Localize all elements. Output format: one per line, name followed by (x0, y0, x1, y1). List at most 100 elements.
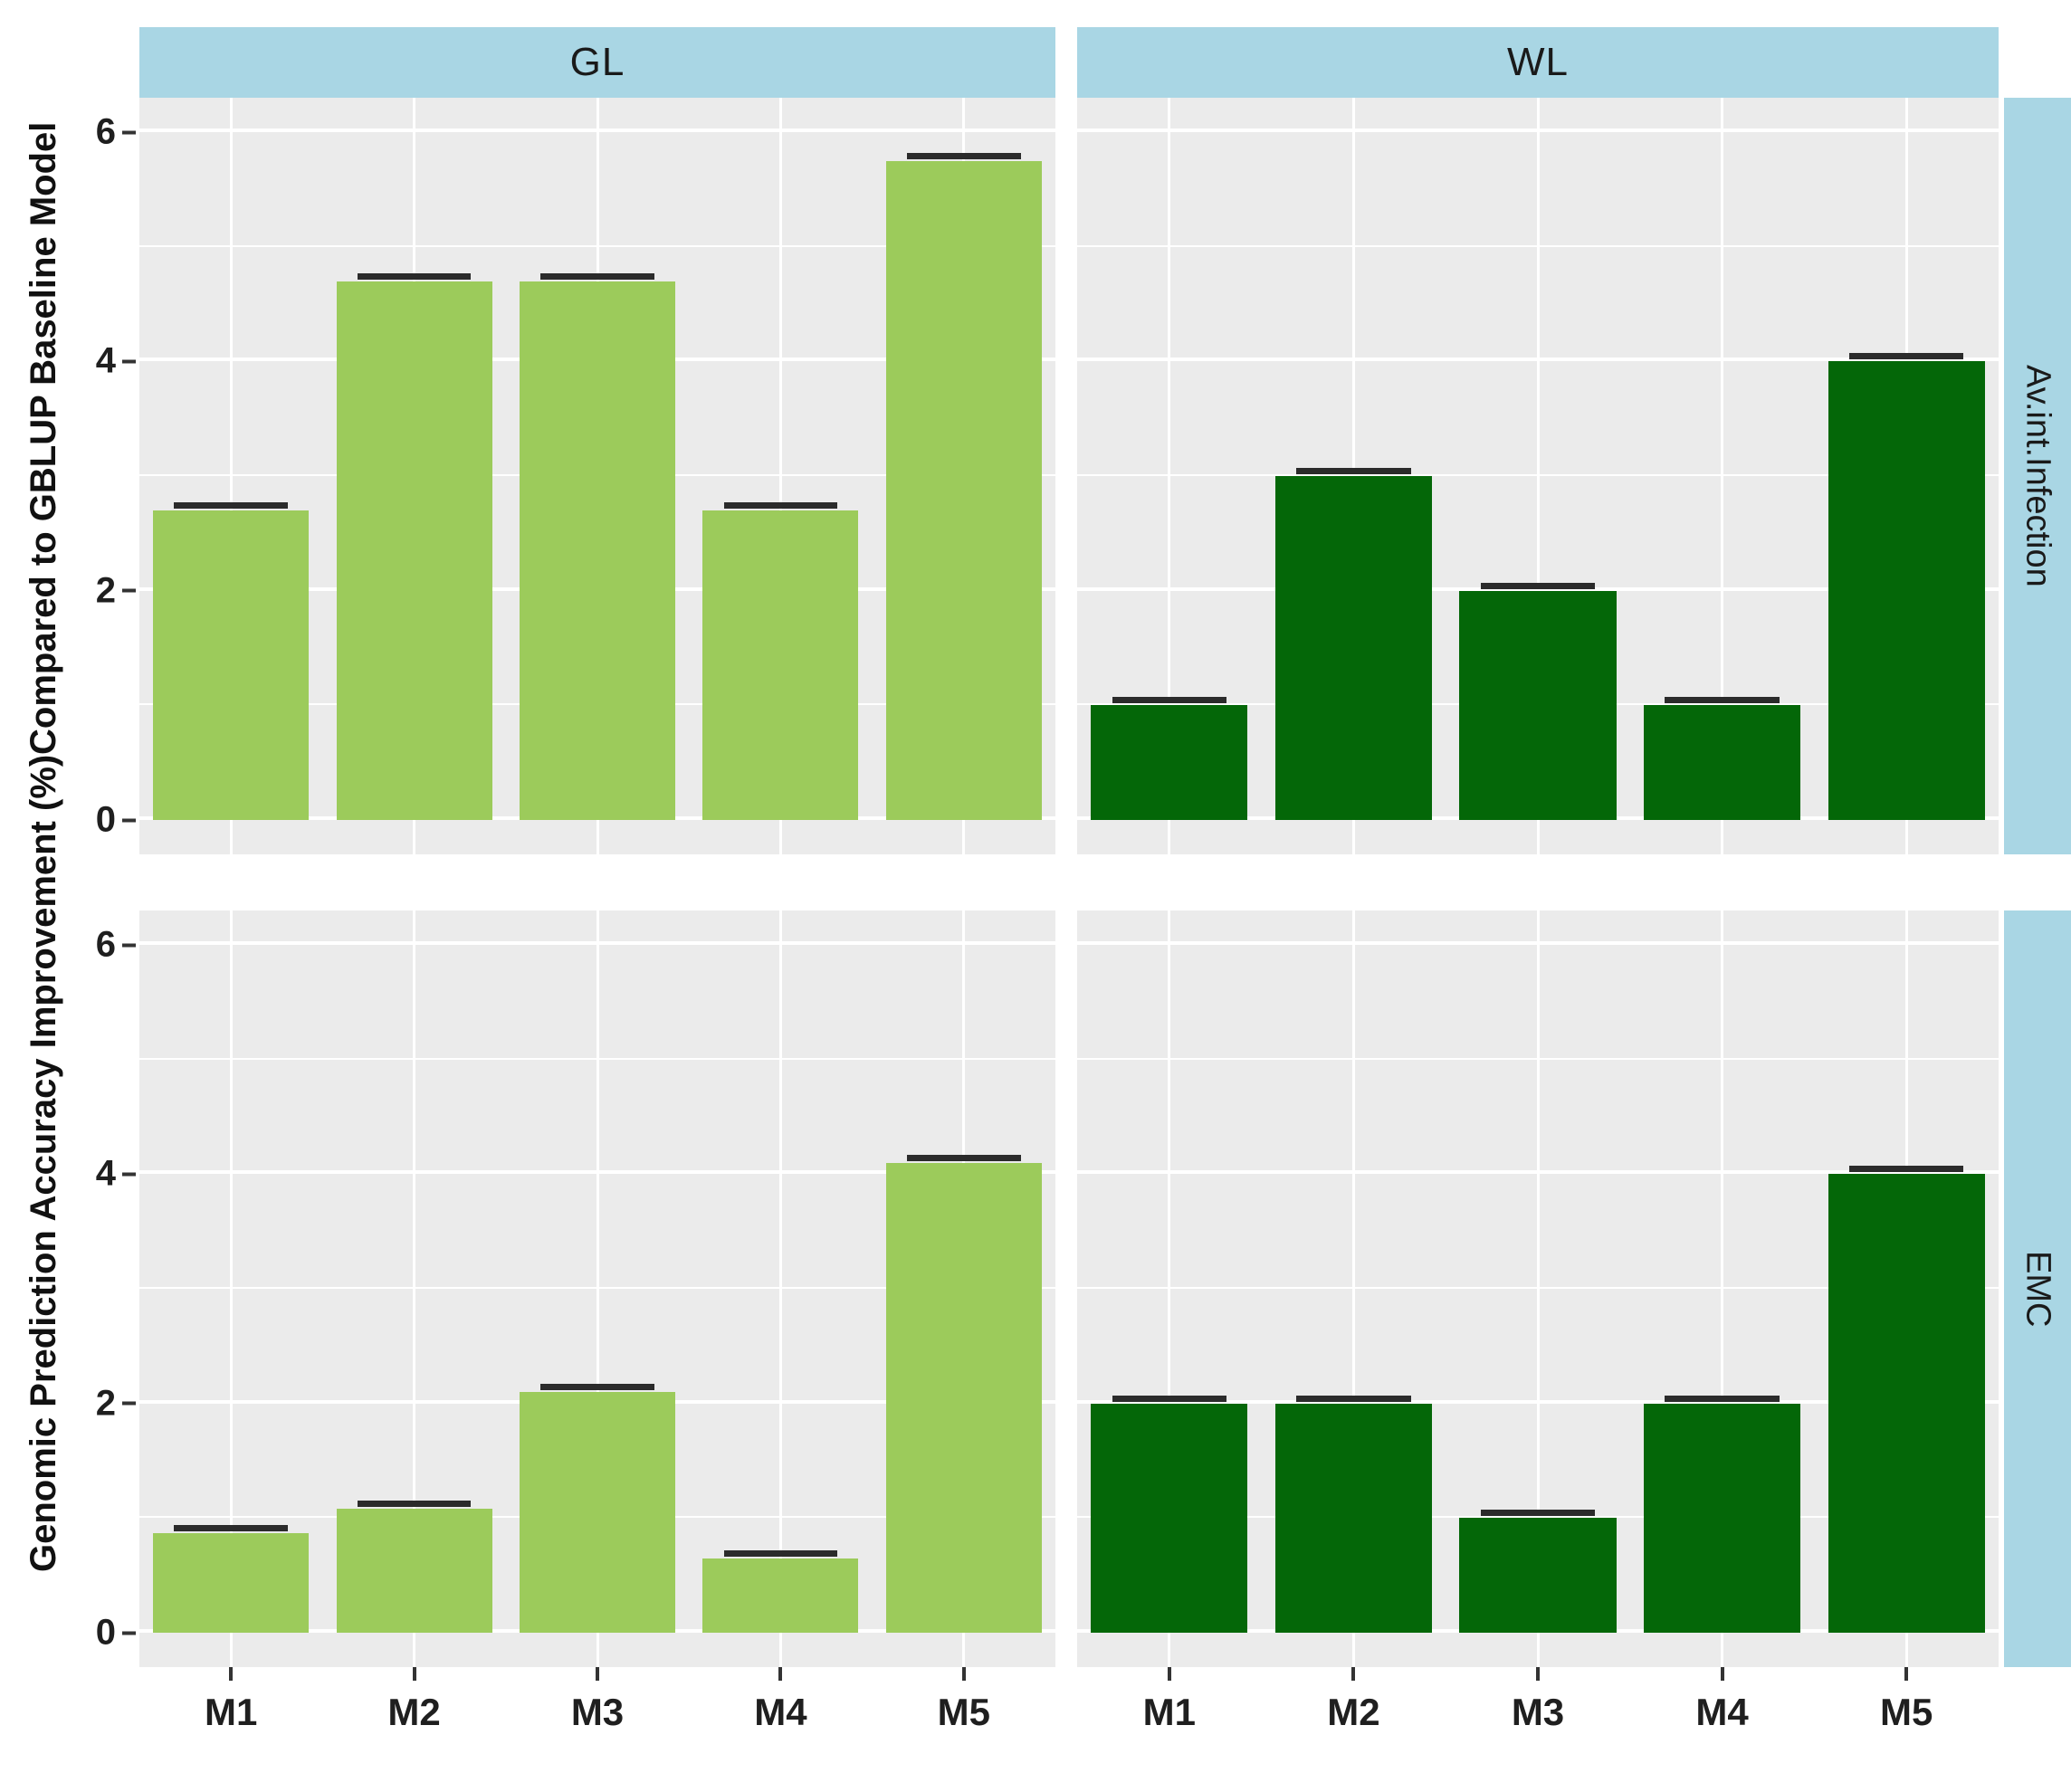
error-bar-WL-Av.int.Infection-M5 (1849, 353, 1964, 360)
y-tick-0: 0 (96, 1613, 136, 1654)
x-tick-mark-M5 (961, 1667, 966, 1681)
bar-WL-EMC-M5 (1828, 1174, 1985, 1633)
error-bar-GL-Av.int.Infection-M3 (540, 272, 654, 280)
y-tick-label: 6 (95, 111, 116, 152)
bar-WL-Av.int.Infection-M2 (1274, 476, 1432, 820)
y-axis-bottom-row: 0 2 4 6 (87, 910, 139, 1667)
x-tick-mark-M1 (229, 1667, 234, 1681)
facet-panel-wl-avintinfection (1077, 98, 1999, 854)
y-tick-6: 6 (96, 925, 136, 966)
y-tick-mark (122, 818, 136, 822)
y-tick-label: 4 (95, 1153, 116, 1194)
bar-WL-Av.int.Infection-M4 (1644, 705, 1801, 820)
bar-WL-EMC-M1 (1091, 1403, 1248, 1633)
facet-strip-emc: EMC (2004, 910, 2071, 1667)
x-tick-mark-M3 (596, 1667, 599, 1681)
facet-strip-avintinfection: Av.int.Infection (2004, 98, 2071, 854)
gridline-vertical-M1 (229, 910, 233, 1667)
x-tick-label-M2: M2 (1327, 1691, 1380, 1733)
bar-GL-Av.int.Infection-M5 (885, 160, 1042, 820)
y-tick-mark (122, 130, 136, 134)
error-bar-WL-Av.int.Infection-M1 (1112, 697, 1226, 704)
y-tick-mark (122, 1172, 136, 1177)
y-tick-mark (122, 588, 136, 593)
facet-strip-emc-label: EMC (2019, 1250, 2057, 1328)
error-bar-WL-EMC-M5 (1849, 1166, 1964, 1173)
y-tick-label: 2 (95, 570, 116, 611)
bar-GL-Av.int.Infection-M3 (519, 281, 675, 820)
error-bar-GL-EMC-M1 (174, 1524, 288, 1531)
bar-GL-EMC-M5 (885, 1162, 1042, 1633)
bar-GL-Av.int.Infection-M4 (702, 510, 859, 820)
x-tick-mark-M2 (1351, 1667, 1356, 1681)
gridline-vertical-M1 (229, 98, 233, 854)
x-tick-label-M1: M1 (1142, 1691, 1196, 1733)
facet-panel-gl-emc (139, 910, 1055, 1667)
facet-strip-avintinfection-label: Av.int.Infection (2019, 365, 2057, 587)
y-axis-title-line2: Compared to GBLUP Baseline Model (24, 121, 63, 756)
x-tick-label-M1: M1 (205, 1691, 258, 1733)
facet-header-wl: WL (1077, 27, 1999, 98)
y-tick-4: 4 (96, 341, 136, 382)
y-tick-2: 2 (96, 570, 136, 611)
facet-header-gl-label: GL (569, 40, 625, 84)
gridline-vertical-M3 (1536, 910, 1540, 1667)
bar-WL-EMC-M4 (1644, 1403, 1801, 1633)
gridline-vertical-M1 (1168, 98, 1171, 854)
y-tick-mark (122, 359, 136, 364)
error-bar-WL-EMC-M3 (1480, 1510, 1596, 1517)
gridline-vertical-M4 (1721, 98, 1724, 854)
y-tick-label: 6 (95, 924, 116, 965)
y-tick-mark (122, 1401, 136, 1406)
gridline-vertical-M4 (778, 98, 782, 854)
x-tick-mark-M5 (1904, 1667, 1909, 1681)
gridline-vertical-M3 (1536, 98, 1540, 854)
gridline-vertical-M4 (778, 910, 782, 1667)
bar-WL-Av.int.Infection-M5 (1828, 361, 1985, 820)
y-tick-4: 4 (96, 1154, 136, 1195)
y-tick-label: 0 (95, 1612, 116, 1653)
bar-WL-Av.int.Infection-M1 (1091, 705, 1248, 820)
bar-WL-EMC-M3 (1459, 1518, 1617, 1633)
bar-GL-EMC-M2 (336, 1509, 492, 1633)
y-tick-label: 0 (95, 799, 116, 840)
bar-WL-EMC-M2 (1274, 1403, 1432, 1633)
bar-GL-EMC-M4 (702, 1558, 859, 1633)
facet-header-wl-label: WL (1507, 40, 1569, 84)
x-tick-label-M2: M2 (387, 1691, 441, 1733)
bar-GL-Av.int.Infection-M2 (336, 281, 492, 820)
y-axis-top-row: 0 2 4 6 (87, 98, 139, 854)
bar-GL-EMC-M1 (153, 1532, 310, 1633)
y-tick-0: 0 (96, 800, 136, 841)
gridline-vertical-M2 (413, 910, 416, 1667)
error-bar-WL-Av.int.Infection-M4 (1665, 697, 1780, 704)
y-tick-label: 2 (95, 1383, 116, 1424)
error-bar-WL-Av.int.Infection-M2 (1296, 468, 1411, 474)
y-tick-mark (122, 943, 136, 947)
error-bar-GL-Av.int.Infection-M2 (357, 272, 472, 280)
y-tick-mark (122, 1631, 136, 1635)
x-tick-label-M4: M4 (754, 1691, 807, 1733)
error-bar-GL-EMC-M2 (357, 1501, 472, 1508)
y-tick-2: 2 (96, 1383, 136, 1424)
error-bar-GL-Av.int.Infection-M4 (723, 502, 838, 509)
x-axis-wl: M1 M2 M3 M4 M5 (1077, 1667, 1999, 1792)
x-tick-label-M3: M3 (570, 1691, 625, 1733)
x-tick-label-M5: M5 (1880, 1691, 1933, 1733)
bar-WL-Av.int.Infection-M3 (1459, 590, 1617, 820)
y-tick-label: 4 (95, 340, 116, 381)
facet-panel-gl-avintinfection (139, 98, 1055, 854)
error-bar-GL-EMC-M3 (540, 1384, 654, 1390)
error-bar-GL-Av.int.Infection-M5 (907, 152, 1021, 159)
gridline-vertical-M4 (1721, 910, 1724, 1667)
x-tick-mark-M2 (412, 1667, 416, 1681)
x-tick-mark-M4 (778, 1667, 783, 1681)
gridline-vertical-M3 (596, 910, 599, 1667)
x-tick-label-M3: M3 (1511, 1691, 1565, 1733)
y-axis-title: Genomic Prediction Accuracy Improvement … (0, 27, 87, 1667)
bar-GL-Av.int.Infection-M1 (153, 510, 310, 820)
x-tick-label-M4: M4 (1695, 1691, 1749, 1733)
facet-panel-wl-emc (1077, 910, 1999, 1667)
error-bar-GL-Av.int.Infection-M1 (174, 502, 288, 509)
error-bar-GL-EMC-M4 (723, 1549, 838, 1557)
